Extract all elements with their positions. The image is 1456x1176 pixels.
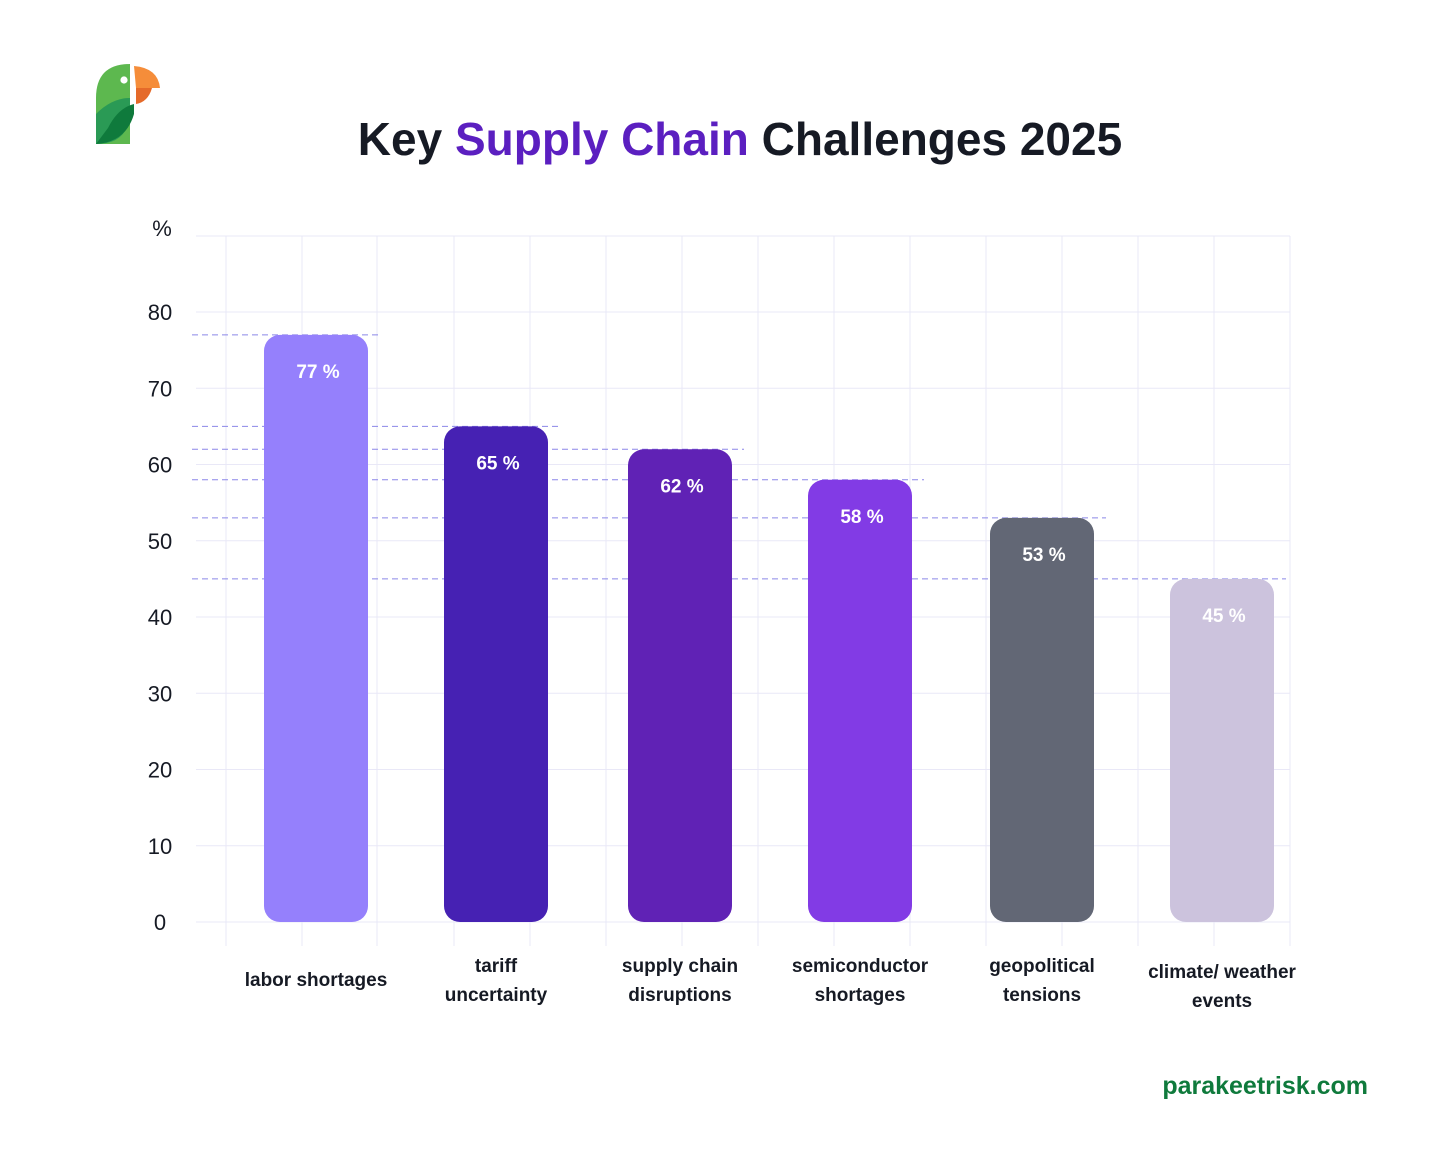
bar: [1170, 578, 1274, 922]
parakeet-logo-icon: [96, 64, 160, 144]
y-tick-label: 40: [148, 605, 172, 630]
y-tick-label: 30: [148, 681, 172, 706]
bar: [990, 517, 1094, 922]
chart-title: Key Supply Chain Challenges 2025: [0, 112, 1456, 166]
y-tick-label: 20: [148, 758, 172, 783]
bar: [628, 449, 732, 922]
x-tick-label: supply chain disruptions: [621, 956, 739, 1006]
bar: [444, 426, 548, 922]
bar: [264, 334, 368, 922]
x-tick-label: geopolitical tensions: [989, 956, 1095, 1006]
x-tick-label: tariff uncertainty: [444, 956, 548, 1006]
y-tick-label: 10: [148, 834, 172, 859]
y-tick-label: 50: [148, 529, 172, 554]
x-tick-label: labor shortages: [244, 970, 388, 991]
y-tick-label: 0: [154, 910, 166, 935]
x-tick-label: climate/ weather events: [1148, 962, 1296, 1012]
bar-value-label: 58 %: [840, 507, 883, 528]
title-prefix: Key: [357, 113, 443, 165]
bar-value-label: 53 %: [1022, 545, 1065, 566]
bar-value-label: 77 %: [296, 362, 339, 383]
bar-value-label: 65 %: [476, 453, 519, 474]
title-accent: Supply Chain: [454, 113, 749, 165]
x-tick-label: semiconductor shortages: [791, 956, 929, 1006]
y-axis-label: %: [152, 216, 172, 241]
y-tick-label: 70: [148, 376, 172, 401]
bar: [808, 479, 912, 922]
y-tick-label: 80: [148, 300, 172, 325]
bar-value-label: 62 %: [660, 476, 703, 497]
site-url[interactable]: parakeetrisk.com: [1162, 1072, 1368, 1100]
bar-value-label: 45 %: [1202, 606, 1245, 627]
y-tick-label: 60: [148, 453, 172, 478]
title-suffix: Challenges 2025: [761, 113, 1123, 165]
